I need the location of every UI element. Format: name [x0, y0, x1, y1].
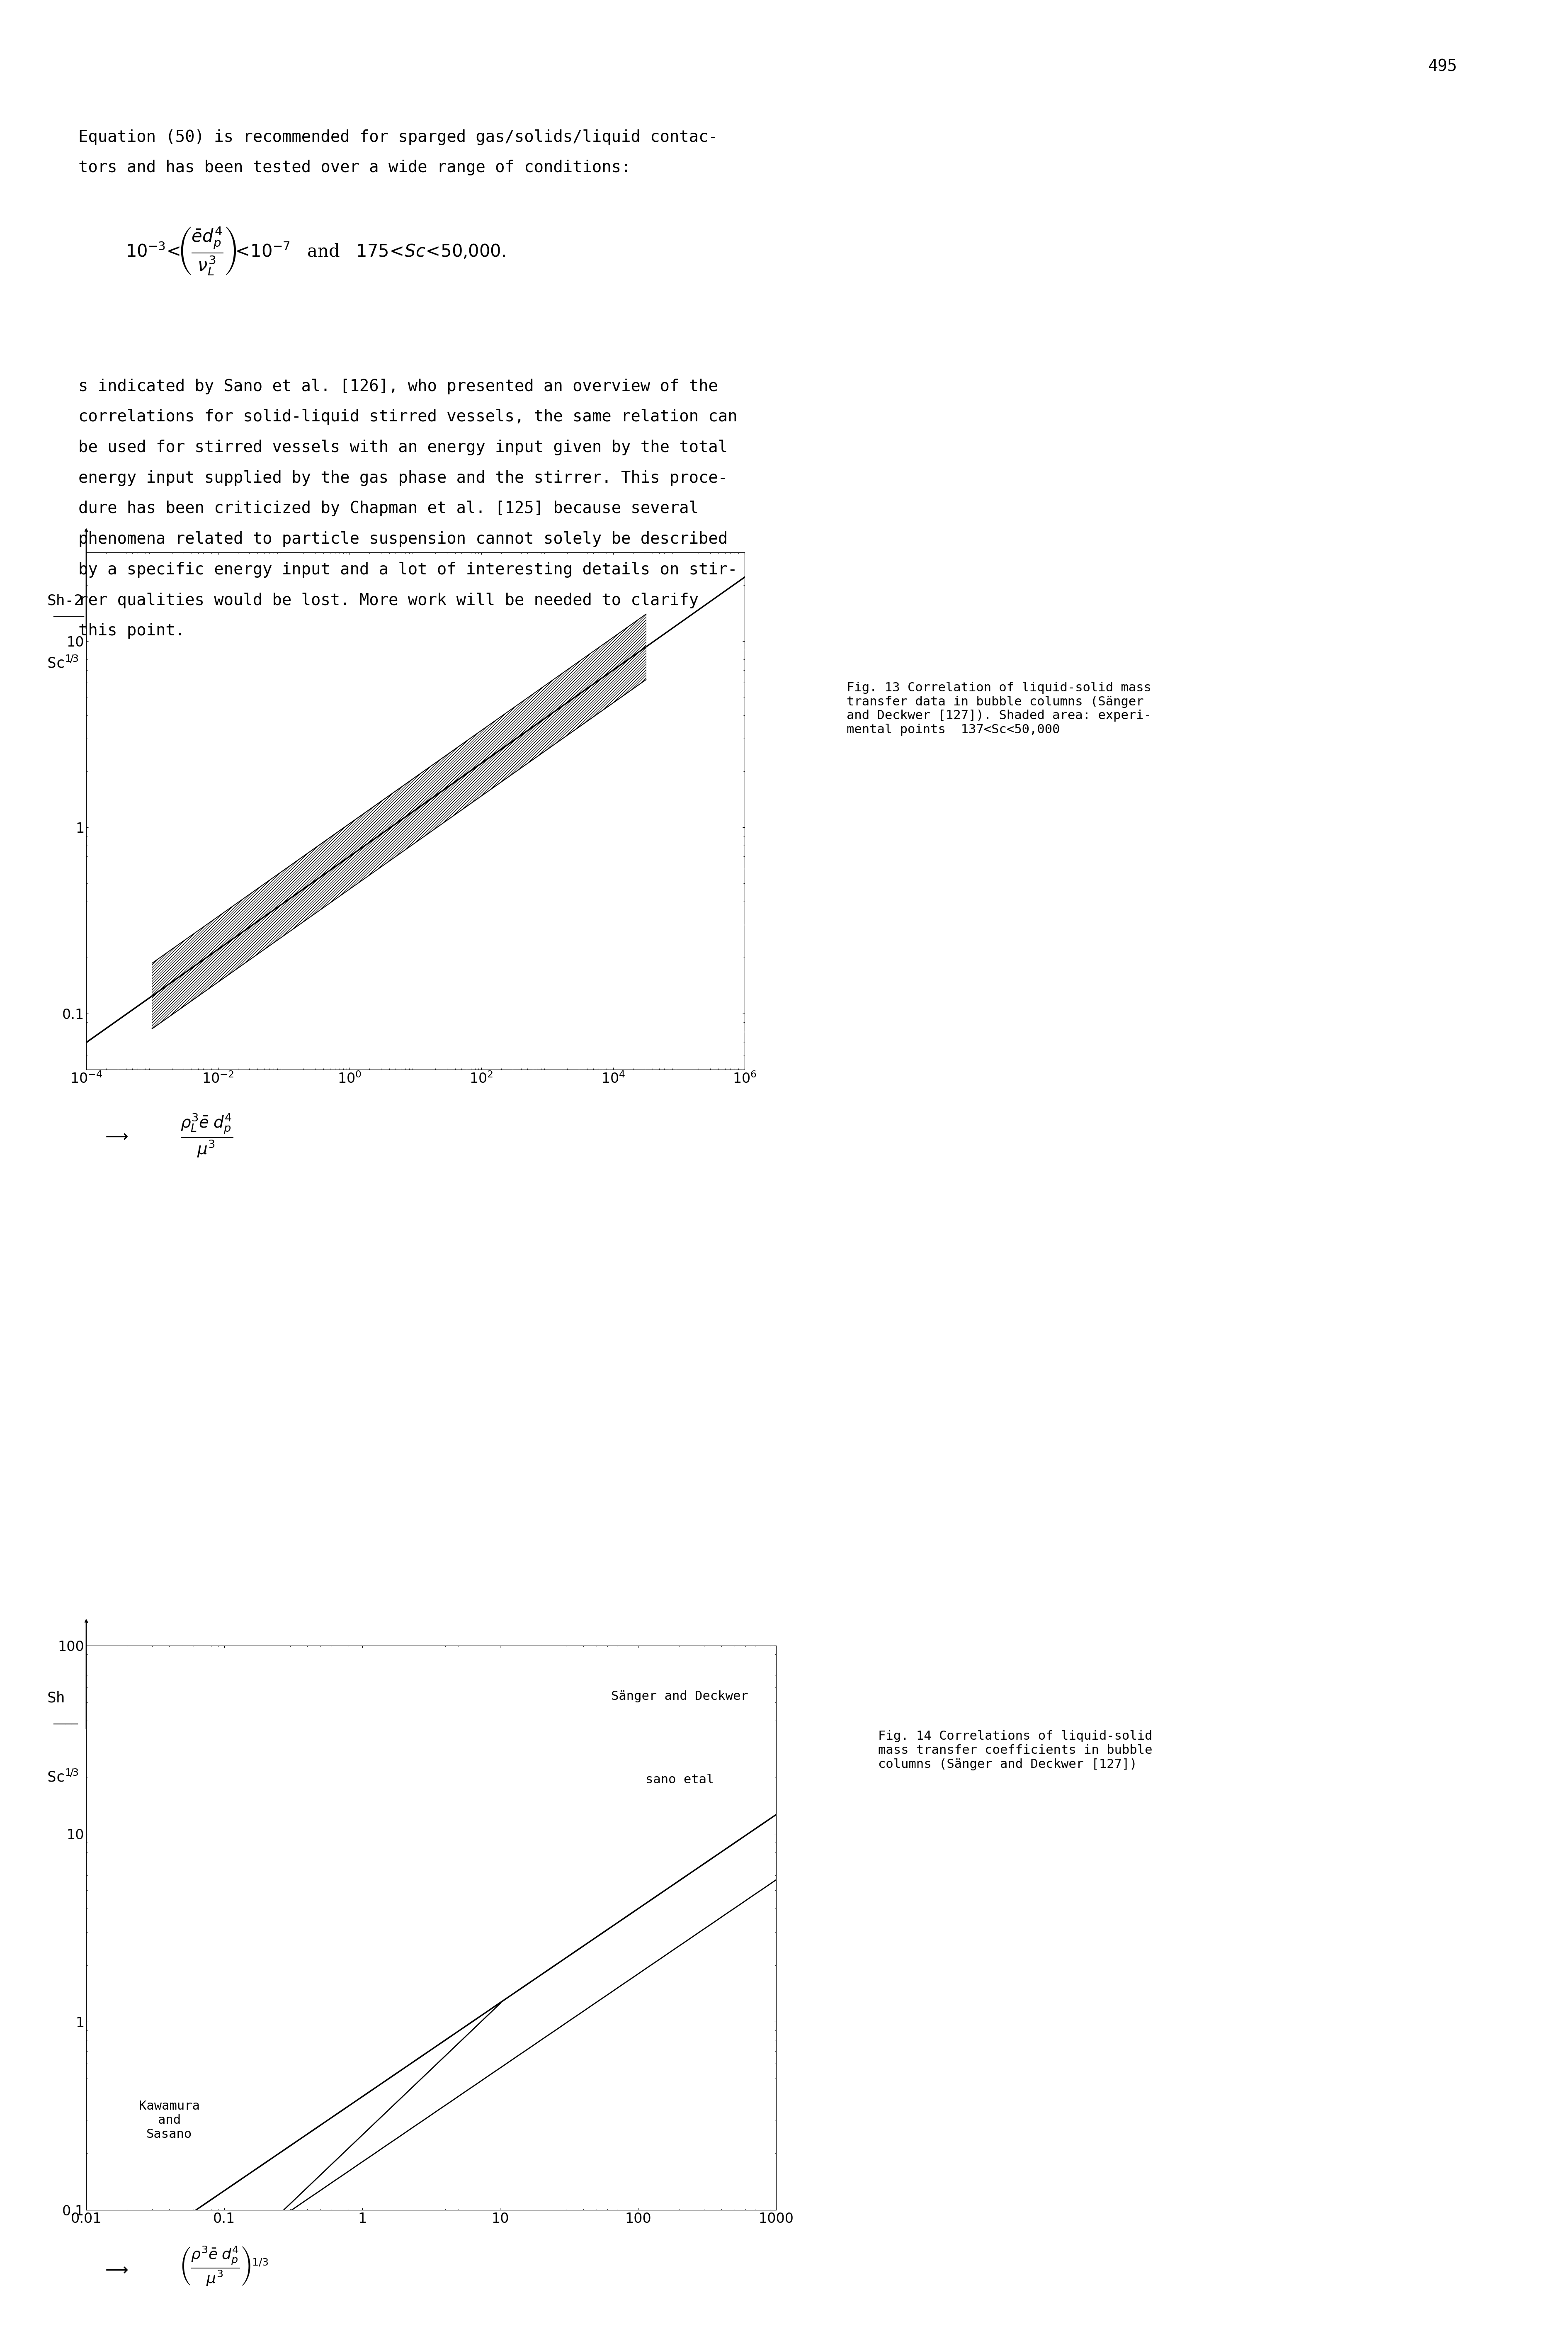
Text: tors and has been tested over a wide range of conditions:: tors and has been tested over a wide ran… [78, 160, 630, 176]
Text: be used for stirred vessels with an energy input given by the total: be used for stirred vessels with an ener… [78, 440, 728, 456]
Text: phenomena related to particle suspension cannot solely be described: phenomena related to particle suspension… [78, 531, 728, 548]
Text: ─────: ───── [53, 611, 85, 623]
Text: $\dfrac{\rho_L^3\bar{e}\;d_p^4}{\mu^3}$: $\dfrac{\rho_L^3\bar{e}\;d_p^4}{\mu^3}$ [180, 1112, 234, 1159]
Text: $\left(\dfrac{\rho^3\bar{e}\;d_p^4}{\mu^3}\right)^{1/3}$: $\left(\dfrac{\rho^3\bar{e}\;d_p^4}{\mu^… [180, 2245, 268, 2288]
Text: this point.: this point. [78, 623, 185, 639]
Text: Sh-2: Sh-2 [47, 595, 83, 609]
Text: dure has been criticized by Chapman et al. [125] because several: dure has been criticized by Chapman et a… [78, 501, 699, 517]
Text: Fig. 13 Correlation of liquid-solid mass
transfer data in bubble columns (Sänger: Fig. 13 Correlation of liquid-solid mass… [847, 682, 1151, 736]
Text: Sh: Sh [47, 1690, 66, 1704]
Text: Sänger and Deckwer: Sänger and Deckwer [612, 1690, 748, 1702]
Text: Fig. 14 Correlations of liquid-solid
mass transfer coefficients in bubble
column: Fig. 14 Correlations of liquid-solid mas… [878, 1730, 1152, 1770]
Text: correlations for solid-liquid stirred vessels, the same relation can: correlations for solid-liquid stirred ve… [78, 409, 737, 426]
Text: s indicated by Sano et al. [126], who presented an overview of the: s indicated by Sano et al. [126], who pr… [78, 379, 718, 395]
Text: Kawamura
and
Sasano: Kawamura and Sasano [140, 2099, 199, 2139]
Text: Sc$^{1\!/\!3}$: Sc$^{1\!/\!3}$ [47, 656, 78, 670]
Text: by a specific energy input and a lot of interesting details on stir-: by a specific energy input and a lot of … [78, 562, 737, 578]
Text: $10^{-3}\!<\!\!\left(\dfrac{\bar{e}d_p^4}{\nu_L^3}\right)\!\!<\!10^{-7}$   and  : $10^{-3}\!<\!\!\left(\dfrac{\bar{e}d_p^4… [125, 226, 505, 277]
Text: ────: ──── [53, 1719, 78, 1730]
Text: 495: 495 [1428, 59, 1457, 75]
Text: sano etal: sano etal [646, 1773, 713, 1787]
Text: $\longrightarrow$: $\longrightarrow$ [102, 1128, 129, 1145]
Text: energy input supplied by the gas phase and the stirrer. This proce-: energy input supplied by the gas phase a… [78, 470, 728, 487]
Text: rer qualities would be lost. More work will be needed to clarify: rer qualities would be lost. More work w… [78, 592, 699, 609]
Text: $\longrightarrow$: $\longrightarrow$ [102, 2262, 129, 2278]
Text: Equation (50) is recommended for sparged gas/solids/liquid contac-: Equation (50) is recommended for sparged… [78, 129, 718, 146]
Text: Sc$^{1\!/\!3}$: Sc$^{1\!/\!3}$ [47, 1770, 78, 1784]
